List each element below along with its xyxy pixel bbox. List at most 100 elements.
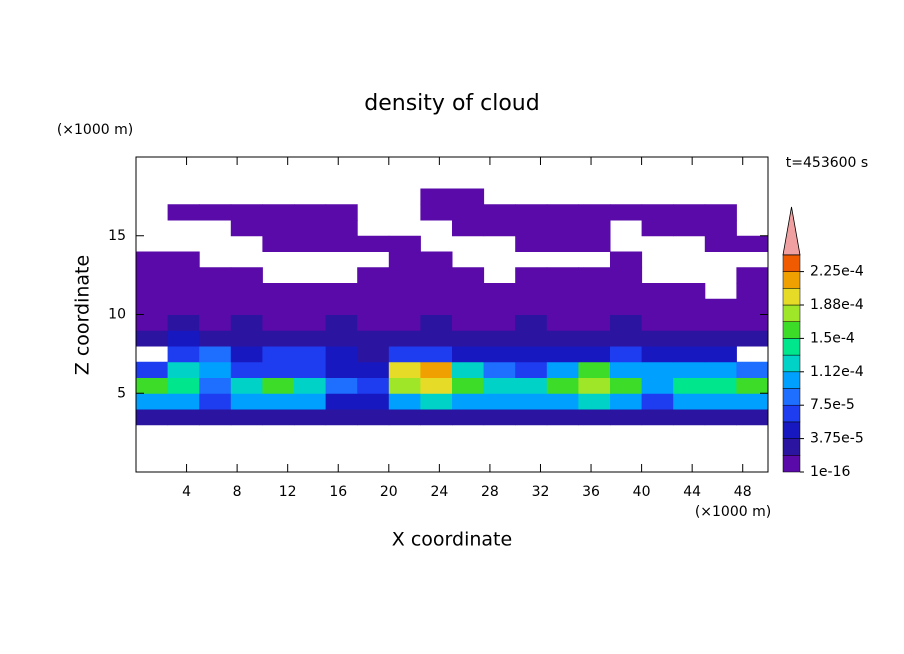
contour-cell bbox=[736, 377, 769, 394]
x-tick-label: 16 bbox=[329, 484, 347, 500]
contour-cell bbox=[262, 235, 295, 252]
contour-cell bbox=[610, 346, 643, 363]
colorbar-label: 1e-16 bbox=[810, 464, 850, 480]
contour-cell bbox=[167, 393, 200, 410]
contour-cell bbox=[294, 361, 327, 378]
contour-cell bbox=[452, 314, 485, 331]
contour-cell bbox=[388, 346, 421, 363]
colorbar-band bbox=[782, 338, 801, 356]
colorbar-band bbox=[782, 288, 801, 306]
contour-cell bbox=[641, 283, 674, 300]
contour-cell bbox=[357, 298, 390, 315]
contour-cell bbox=[262, 204, 295, 221]
contour-cell bbox=[388, 267, 421, 284]
contour-cell bbox=[294, 377, 327, 394]
contour-cell bbox=[325, 377, 358, 394]
contour-cell bbox=[610, 314, 643, 331]
colorbar-label: 3.75e-5 bbox=[810, 431, 864, 447]
contour-cell bbox=[262, 346, 295, 363]
contour-cell bbox=[230, 409, 263, 426]
contour-cell bbox=[641, 393, 674, 410]
contour-cell bbox=[167, 346, 200, 363]
contour-cell bbox=[483, 393, 516, 410]
contour-cell bbox=[546, 393, 579, 410]
contour-cell bbox=[388, 314, 421, 331]
colorbar-band bbox=[782, 271, 801, 289]
contour-cell bbox=[704, 346, 737, 363]
contour-cell bbox=[167, 409, 200, 426]
contour-cell bbox=[641, 377, 674, 394]
contour-cell bbox=[515, 314, 548, 331]
contour-cell bbox=[230, 298, 263, 315]
contour-cell bbox=[294, 298, 327, 315]
contour-cell bbox=[610, 393, 643, 410]
contour-cell bbox=[420, 283, 453, 300]
contour-cell bbox=[452, 330, 485, 347]
colorbar-band bbox=[782, 354, 801, 373]
contour-cell bbox=[262, 393, 295, 410]
x-tick-label: 44 bbox=[683, 484, 701, 500]
time-label: t=453600 s bbox=[786, 155, 868, 171]
colorbar-band bbox=[782, 388, 801, 406]
contour-cell bbox=[515, 330, 548, 347]
contour-cell bbox=[704, 361, 737, 378]
contour-cell bbox=[167, 314, 200, 331]
contour-cell bbox=[452, 377, 485, 394]
x-tick-label: 36 bbox=[582, 484, 600, 500]
contour-cell bbox=[483, 204, 516, 221]
contour-cell bbox=[325, 409, 358, 426]
contour-cell bbox=[704, 393, 737, 410]
contour-cell bbox=[325, 330, 358, 347]
contour-cell bbox=[357, 409, 390, 426]
colorbar-label: 1.5e-4 bbox=[810, 330, 855, 346]
contour-cell bbox=[704, 314, 737, 331]
contour-cell bbox=[578, 283, 611, 300]
contour-cell bbox=[641, 361, 674, 378]
contour-cell bbox=[546, 409, 579, 426]
x-unit: (×1000 m) bbox=[695, 504, 771, 520]
contour-cell bbox=[546, 204, 579, 221]
colorbar-band bbox=[782, 321, 801, 339]
contour-cell bbox=[199, 409, 232, 426]
contour-cell bbox=[578, 330, 611, 347]
contour-cell bbox=[673, 298, 706, 315]
contour-cell bbox=[578, 346, 611, 363]
contour-cell bbox=[325, 361, 358, 378]
contour-cell bbox=[262, 283, 295, 300]
contour-cell bbox=[515, 267, 548, 284]
contour-cell bbox=[736, 267, 769, 284]
contour-cell bbox=[167, 267, 200, 284]
contour-cell bbox=[388, 283, 421, 300]
contour-cell bbox=[641, 346, 674, 363]
contour-cell bbox=[673, 330, 706, 347]
contour-cell bbox=[294, 283, 327, 300]
contour-cell bbox=[294, 330, 327, 347]
contour-cell bbox=[420, 361, 453, 378]
contour-cell bbox=[230, 314, 263, 331]
contour-cell bbox=[167, 330, 200, 347]
contour-cell bbox=[199, 267, 232, 284]
colorbar-band bbox=[782, 421, 801, 439]
contour-cell bbox=[230, 204, 263, 221]
contour-cell bbox=[673, 204, 706, 221]
contour-cell bbox=[230, 283, 263, 300]
contour-cell bbox=[546, 283, 579, 300]
contour-cell bbox=[136, 409, 169, 426]
contour-cell bbox=[420, 393, 453, 410]
contour-cell bbox=[610, 377, 643, 394]
contour-cell bbox=[610, 251, 643, 268]
colorbar-band bbox=[782, 438, 801, 456]
contour-cell bbox=[515, 409, 548, 426]
contour-cell bbox=[388, 251, 421, 268]
contour-cell bbox=[357, 267, 390, 284]
contour-cell bbox=[736, 409, 769, 426]
contour-cell bbox=[641, 204, 674, 221]
contour-cell bbox=[736, 235, 769, 252]
y-tick-label: 10 bbox=[108, 307, 126, 323]
contour-cell bbox=[546, 220, 579, 237]
colorbar-label: 1.12e-4 bbox=[810, 364, 864, 380]
contour-cell bbox=[578, 409, 611, 426]
contour-cell bbox=[136, 330, 169, 347]
contour-cell bbox=[704, 235, 737, 252]
contour-cell bbox=[294, 346, 327, 363]
